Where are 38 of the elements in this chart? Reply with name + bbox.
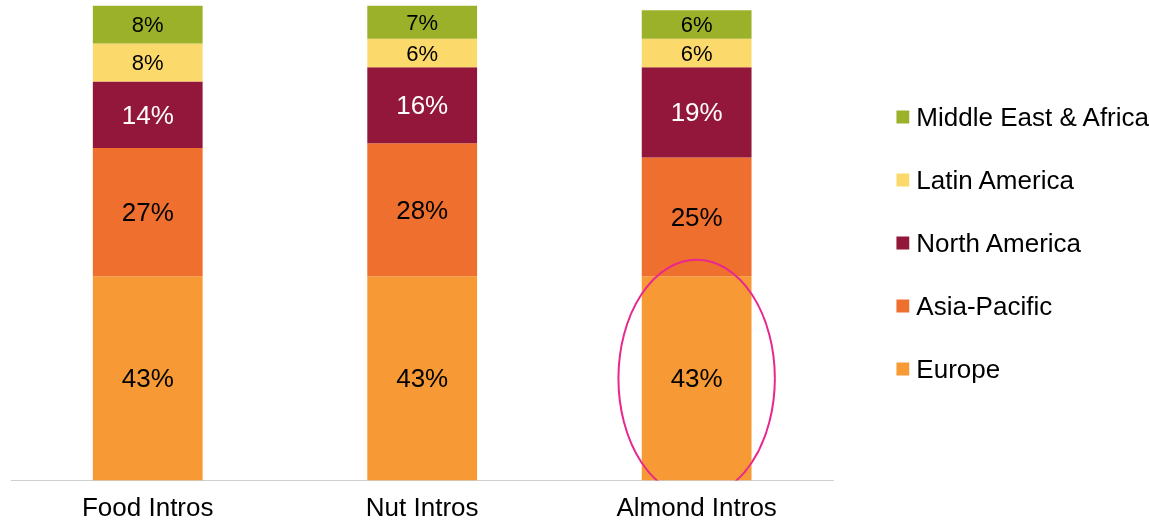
data-label: 43% [121, 363, 174, 394]
bar [92, 43, 203, 82]
data-label: 7% [406, 9, 439, 35]
x-tick-label: Almond Intros [616, 491, 777, 522]
bar [367, 143, 478, 277]
data-label: 43% [670, 363, 723, 394]
data-label: 8% [131, 12, 164, 37]
data-label: 14% [121, 99, 174, 130]
data-label: 19% [670, 97, 723, 128]
x-tick-label: Food Intros [81, 491, 214, 522]
bar [641, 67, 752, 158]
data-label: 27% [121, 197, 174, 228]
x-tick-label: Nut Intros [365, 491, 479, 522]
bar [92, 81, 203, 148]
bar [92, 148, 203, 277]
legend-label: Middle East & Africa [916, 101, 1149, 132]
legend-label: Asia-Pacific [916, 290, 1053, 321]
data-label: 6% [680, 12, 713, 37]
bar [92, 5, 203, 44]
data-label: 43% [396, 363, 449, 394]
bar [92, 276, 203, 481]
bar [641, 276, 752, 481]
bar [641, 157, 752, 277]
bar [367, 5, 478, 39]
data-label: 16% [396, 90, 449, 121]
bar [367, 38, 478, 68]
bar [367, 276, 478, 481]
legend-label: North America [916, 227, 1082, 258]
data-label: 6% [406, 40, 439, 66]
data-label: 25% [670, 201, 723, 232]
data-label: 6% [680, 40, 713, 66]
bar [367, 67, 478, 144]
bar [641, 38, 752, 68]
bar [641, 10, 752, 39]
legend-label: Europe [916, 353, 1001, 384]
data-label: 8% [131, 50, 164, 75]
legend-label: Latin America [916, 164, 1074, 195]
data-label: 28% [396, 194, 449, 225]
